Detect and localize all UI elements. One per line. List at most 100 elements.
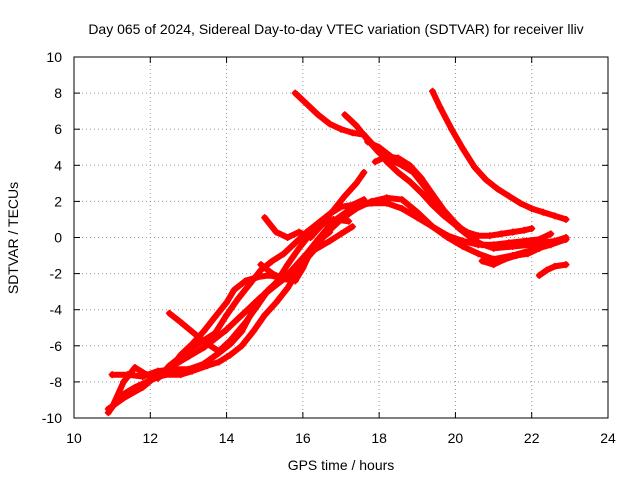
data-point — [242, 277, 250, 285]
data-point — [253, 302, 261, 310]
data-point — [429, 223, 437, 231]
data-point — [341, 111, 349, 119]
x-tick-label: 22 — [524, 430, 540, 446]
data-point — [524, 250, 532, 258]
data-point — [371, 158, 379, 166]
data-point — [535, 271, 543, 279]
data-point — [226, 336, 234, 344]
series-sat-e — [165, 223, 356, 355]
data-point — [291, 239, 299, 247]
data-point — [165, 365, 173, 373]
data-point — [474, 232, 482, 240]
data-point — [551, 262, 559, 270]
data-point — [314, 111, 322, 119]
data-point — [303, 100, 311, 108]
data-point — [108, 371, 116, 379]
y-tick-label: -6 — [50, 338, 63, 354]
data-point — [493, 185, 501, 193]
data-point — [547, 239, 555, 247]
data-point — [261, 311, 269, 319]
x-axis-label: GPS time / hours — [288, 457, 395, 473]
data-point — [406, 178, 414, 186]
data-point — [177, 371, 185, 379]
data-point — [204, 340, 211, 348]
y-tick-label: 6 — [54, 121, 62, 137]
data-point — [200, 327, 208, 335]
data-point — [284, 234, 292, 241]
series-sat-b — [104, 194, 570, 417]
y-tick-label: -10 — [42, 410, 62, 426]
y-tick-label: 8 — [54, 85, 62, 101]
data-point — [341, 192, 349, 200]
data-point — [348, 201, 356, 209]
data-point — [387, 152, 395, 160]
data-point — [261, 214, 269, 222]
data-point — [131, 383, 139, 391]
data-point — [528, 241, 536, 249]
data-point — [337, 125, 345, 133]
data-point — [398, 159, 406, 167]
y-tick-label: -4 — [50, 302, 63, 318]
data-point — [535, 244, 543, 252]
data-point — [547, 230, 555, 238]
data-point — [200, 344, 208, 352]
data-point — [291, 89, 299, 97]
series-sat-o — [535, 261, 570, 279]
series-sat-n — [478, 239, 555, 269]
data-point — [306, 248, 314, 256]
data-point — [215, 358, 223, 366]
data-point — [337, 230, 345, 238]
data-point — [436, 104, 444, 112]
data-point — [539, 208, 547, 216]
y-axis-label: SDTVAR / TECUs — [5, 182, 21, 294]
data-point — [211, 313, 219, 321]
data-point — [516, 199, 524, 207]
data-point — [306, 234, 314, 241]
data-point — [360, 196, 368, 204]
data-point — [165, 309, 173, 317]
data-point — [375, 143, 383, 151]
data-point — [284, 261, 292, 269]
x-tick-label: 24 — [600, 430, 616, 446]
data-point — [154, 367, 162, 375]
data-point — [326, 210, 334, 218]
data-point — [337, 203, 345, 211]
series-line — [261, 214, 352, 241]
data-point — [409, 169, 417, 177]
data-point — [104, 409, 112, 417]
data-point — [509, 243, 517, 251]
series-line — [166, 223, 356, 355]
data-point — [383, 194, 391, 202]
data-point — [215, 347, 223, 355]
data-point — [352, 122, 360, 130]
data-point — [280, 275, 288, 283]
data-point — [444, 234, 452, 241]
data-point — [226, 351, 234, 359]
data-point — [223, 298, 231, 306]
data-point — [142, 371, 150, 379]
series-line — [429, 88, 569, 223]
data-point — [184, 365, 192, 373]
data-point — [501, 255, 509, 263]
series-sat-g — [257, 228, 334, 285]
data-point — [482, 176, 490, 184]
data-point — [413, 208, 421, 216]
y-tick-label: -2 — [50, 266, 63, 282]
data-point — [474, 250, 482, 258]
chart-title: Day 065 of 2024, Sidereal Day-to-day VTE… — [88, 21, 583, 37]
data-point — [280, 250, 288, 258]
data-point — [345, 217, 353, 225]
data-point — [520, 226, 528, 234]
data-point — [348, 129, 356, 137]
data-point — [318, 221, 326, 229]
x-tick-label: 12 — [142, 430, 158, 446]
y-tick-label: 10 — [46, 49, 62, 65]
data-point — [272, 228, 280, 236]
plot-frame — [73, 56, 609, 419]
series-line — [292, 90, 535, 239]
x-tick-label: 14 — [219, 430, 235, 446]
data-point — [471, 163, 478, 171]
data-point — [562, 235, 570, 243]
data-point — [528, 205, 536, 213]
